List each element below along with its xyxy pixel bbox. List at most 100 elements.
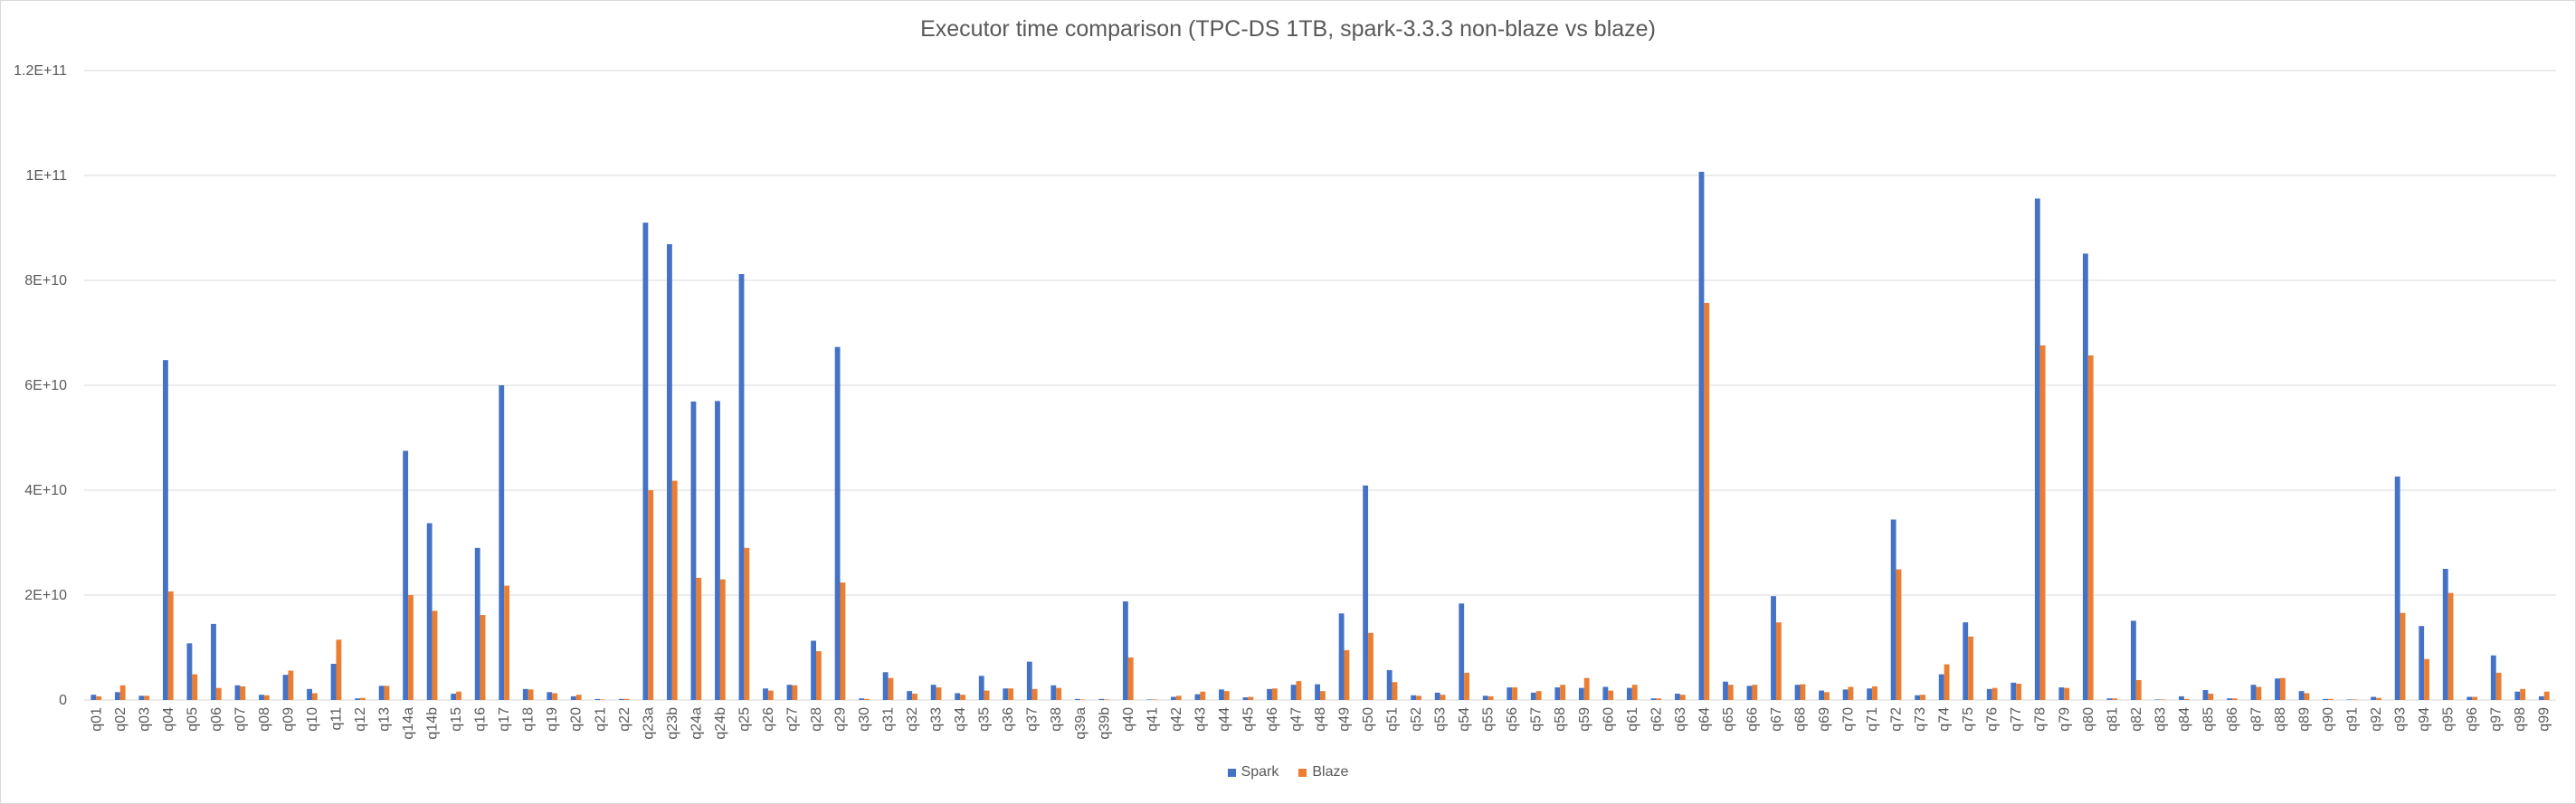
x-tick-label-q86: q86 xyxy=(2225,707,2240,732)
bar-blaze-q08 xyxy=(263,695,270,700)
bar-blaze-q19 xyxy=(552,693,558,700)
legend-swatch-spark xyxy=(1227,768,1236,777)
bar-blaze-q07 xyxy=(240,686,246,700)
bar-spark-q73 xyxy=(1915,695,1921,700)
bar-blaze-q94 xyxy=(2424,658,2429,700)
bar-spark-q79 xyxy=(2058,687,2065,700)
bar-spark-q10 xyxy=(307,688,312,700)
x-tick-label-q20: q20 xyxy=(569,707,585,732)
legend-item-spark: Spark xyxy=(1227,764,1278,780)
x-tick-label-q95: q95 xyxy=(2441,707,2457,732)
x-tick-label-q97: q97 xyxy=(2489,707,2505,732)
x-tick-label-q67: q67 xyxy=(1769,707,1784,732)
bar-blaze-q28 xyxy=(815,651,822,700)
x-tick-label-q47: q47 xyxy=(1288,707,1304,732)
x-tick-label-q34: q34 xyxy=(953,707,968,732)
bar-spark-q57 xyxy=(1530,692,1536,700)
x-tick-label-q60: q60 xyxy=(1601,707,1616,732)
x-tick-label-q76: q76 xyxy=(1985,707,2001,732)
x-tick-label-q40: q40 xyxy=(1121,707,1136,732)
bar-spark-q59 xyxy=(1578,687,1584,700)
bar-blaze-q68 xyxy=(1800,684,1806,700)
bar-spark-q16 xyxy=(474,547,480,700)
bar-spark-q66 xyxy=(1746,686,1753,700)
bar-spark-q19 xyxy=(547,692,553,700)
x-tick-label-q14b: q14b xyxy=(425,707,441,740)
bar-spark-q12 xyxy=(355,698,361,700)
bar-blaze-q44 xyxy=(1223,691,1230,700)
x-tick-label-q27: q27 xyxy=(784,707,800,732)
bar-spark-q56 xyxy=(1507,687,1513,700)
x-tick-label-q25: q25 xyxy=(737,707,752,732)
x-tick-label-q57: q57 xyxy=(1529,707,1545,732)
x-tick-label-q77: q77 xyxy=(2009,707,2024,732)
bar-blaze-q16 xyxy=(480,615,486,700)
x-tick-label-q80: q80 xyxy=(2081,707,2096,732)
x-tick-label-q82: q82 xyxy=(2129,707,2144,732)
bar-spark-q24a xyxy=(690,401,697,700)
x-tick-label-q52: q52 xyxy=(1409,707,1424,732)
bar-spark-q85 xyxy=(2202,689,2209,700)
x-tick-label-q13: q13 xyxy=(377,707,393,732)
bar-spark-q47 xyxy=(1290,685,1297,700)
bar-blaze-q13 xyxy=(384,686,390,700)
bar-blaze-q90 xyxy=(2328,698,2334,700)
bar-spark-q67 xyxy=(1771,596,1776,700)
x-tick-label-q78: q78 xyxy=(2033,707,2048,732)
x-tick-label-q15: q15 xyxy=(449,707,464,732)
bar-spark-q35 xyxy=(978,676,984,700)
bar-blaze-q63 xyxy=(1679,695,1686,700)
bar-spark-q70 xyxy=(1842,689,1849,700)
x-tick-label-q38: q38 xyxy=(1049,707,1064,732)
x-tick-label-q24a: q24a xyxy=(689,707,704,740)
bar-spark-q34 xyxy=(955,693,961,700)
bar-blaze-q32 xyxy=(912,694,917,700)
x-tick-label-q30: q30 xyxy=(857,707,872,732)
bar-spark-q51 xyxy=(1386,669,1393,700)
bar-blaze-q23a xyxy=(648,490,654,700)
bar-blaze-q54 xyxy=(1464,672,1469,700)
bar-spark-q18 xyxy=(522,688,528,700)
bar-spark-q31 xyxy=(882,672,889,700)
bar-spark-q99 xyxy=(2538,695,2544,700)
x-tick-label-q46: q46 xyxy=(1265,707,1280,732)
bar-spark-q13 xyxy=(378,686,385,700)
bar-blaze-q49 xyxy=(1344,649,1350,700)
x-tick-label-q19: q19 xyxy=(545,707,560,732)
x-tick-label-q75: q75 xyxy=(1961,707,1976,732)
bar-blaze-q12 xyxy=(360,697,366,700)
x-tick-label-q87: q87 xyxy=(2248,707,2264,732)
bar-spark-q76 xyxy=(1986,688,1992,700)
bar-blaze-q76 xyxy=(1991,687,1998,700)
bar-spark-q01 xyxy=(90,695,97,700)
x-tick-label-q31: q31 xyxy=(881,707,897,732)
bar-spark-q77 xyxy=(2010,682,2017,700)
gridlines xyxy=(84,70,2556,701)
bar-blaze-q97 xyxy=(2495,672,2502,700)
bar-spark-q27 xyxy=(786,685,793,700)
bar-spark-q78 xyxy=(2034,198,2040,700)
bar-spark-q84 xyxy=(2179,695,2184,700)
bar-blaze-q58 xyxy=(1560,685,1566,700)
bar-spark-q82 xyxy=(2130,620,2136,700)
bar-blaze-q26 xyxy=(767,690,774,700)
bar-spark-q92 xyxy=(2371,696,2377,700)
bar-blaze-q33 xyxy=(936,687,942,700)
x-tick-label-q14a: q14a xyxy=(401,707,416,740)
bar-blaze-q86 xyxy=(2231,698,2238,700)
bar-blaze-q85 xyxy=(2208,694,2214,700)
bar-spark-q39a xyxy=(1074,698,1080,700)
bar-spark-q88 xyxy=(2275,678,2280,700)
bar-spark-q29 xyxy=(834,346,841,700)
bar-blaze-q77 xyxy=(2016,684,2022,700)
x-tick-label-q36: q36 xyxy=(1001,707,1016,732)
bar-blaze-q79 xyxy=(2064,687,2070,700)
bar-blaze-q99 xyxy=(2543,691,2550,700)
x-tick-label-q22: q22 xyxy=(617,707,632,732)
bar-spark-q07 xyxy=(234,685,241,700)
bar-spark-q63 xyxy=(1675,694,1680,700)
bar-spark-q22 xyxy=(618,698,624,700)
bar-blaze-q46 xyxy=(1271,688,1278,700)
legend: Spark Blaze xyxy=(0,764,2576,780)
bar-spark-q46 xyxy=(1267,688,1272,700)
